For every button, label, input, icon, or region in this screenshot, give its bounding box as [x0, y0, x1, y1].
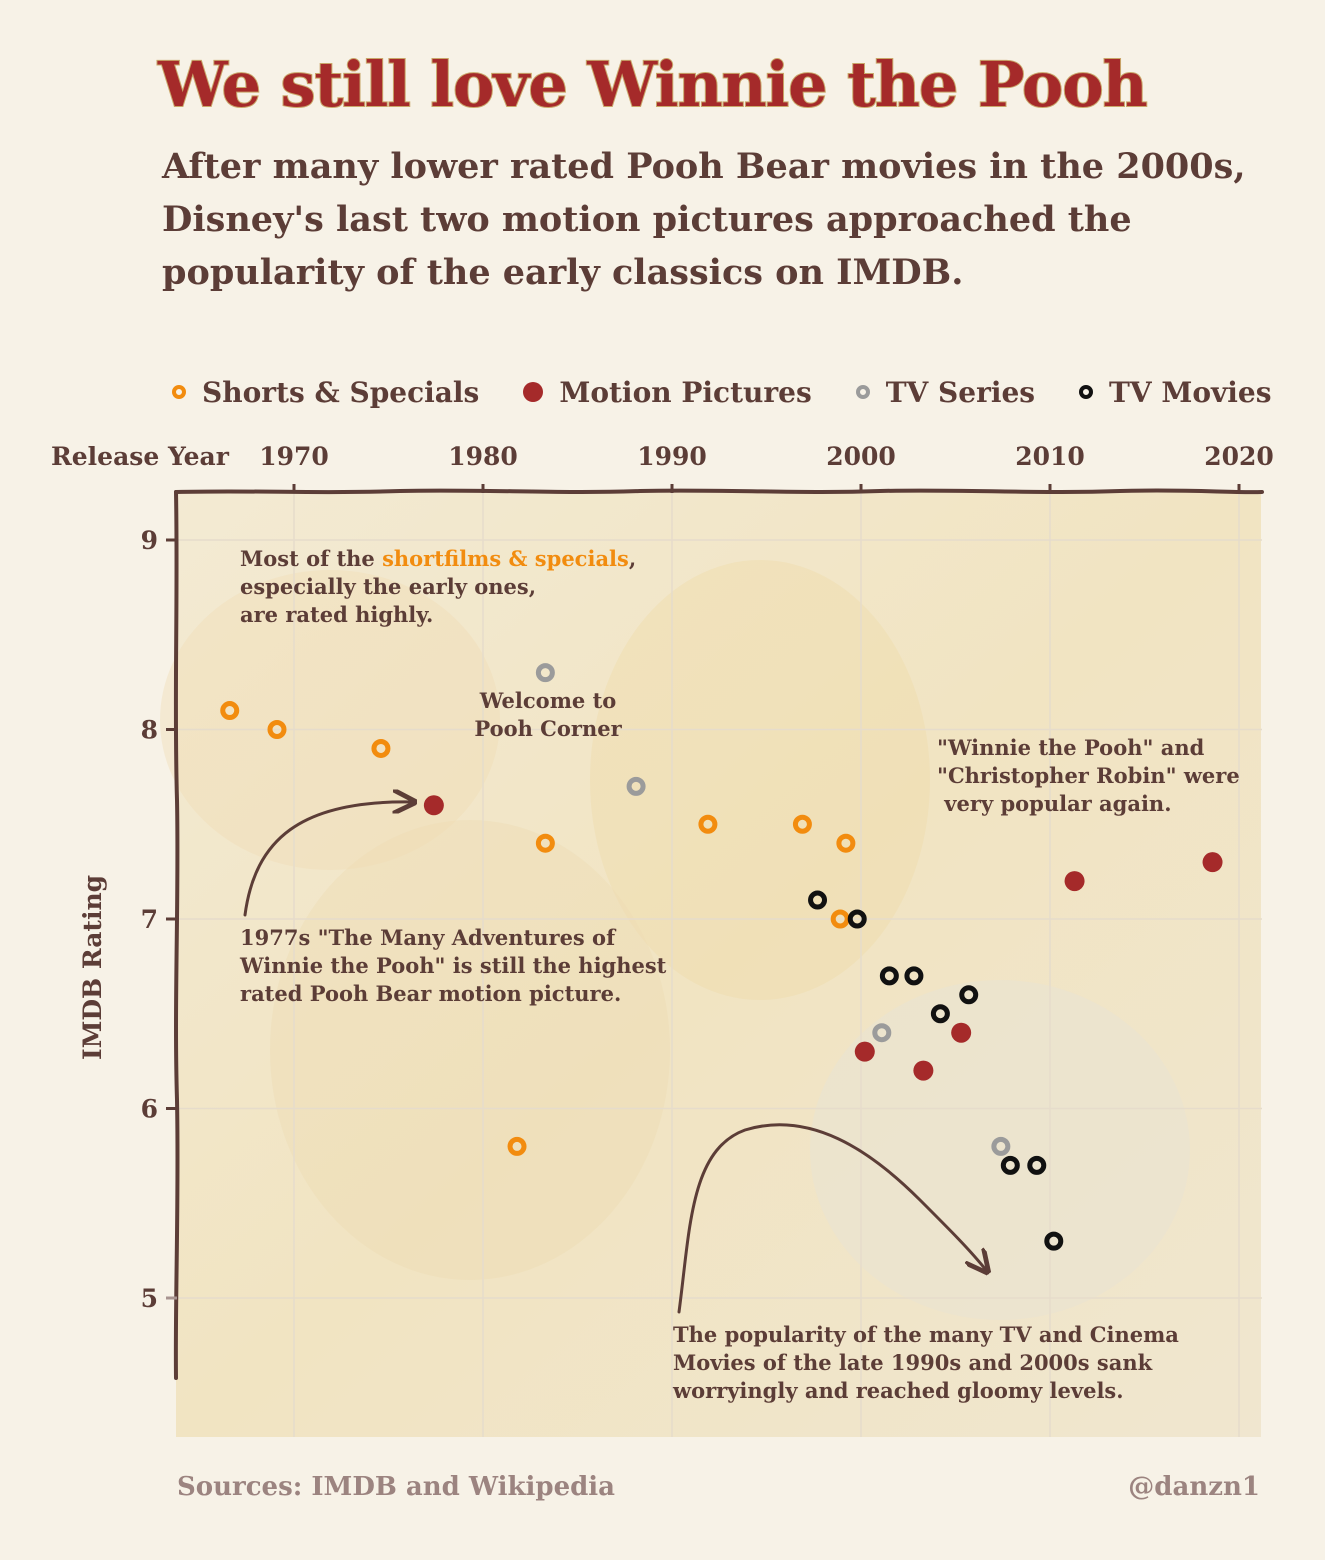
annotation-pooh-corner-line2: Pooh Corner — [474, 716, 622, 741]
annotation-gloomy-line1: The popularity of the many TV and Cinema — [673, 1322, 1179, 1347]
data-point — [371, 738, 391, 758]
annotation-shorts-line3: are rated highly. — [240, 602, 433, 627]
annotation-many-adventures-line1: 1977s "The Many Adventures of — [240, 925, 617, 950]
annotation-popular-line1: "Winnie the Pooh" and — [937, 735, 1205, 760]
background-blob — [590, 560, 930, 1000]
legend-swatch-tv-movies — [1079, 385, 1094, 399]
legend-item-motion-pictures: Motion Pictures — [523, 375, 812, 409]
annotation-many-adventures-line3: rated Pooh Bear motion picture. — [240, 981, 621, 1006]
data-point — [991, 1136, 1011, 1156]
data-point — [267, 720, 287, 739]
x-tick-label: 1970 — [259, 442, 329, 471]
legend-swatch-shorts — [172, 385, 186, 399]
y-ticks: 5 6 7 8 9 — [141, 526, 177, 1313]
x-tick-label: 1980 — [448, 442, 518, 471]
annotation-popular-line2: "Christopher Robin" were — [937, 763, 1240, 788]
x-tick-label: 2010 — [1015, 442, 1085, 471]
y-tick-label: 8 — [141, 716, 158, 745]
chart-legend: Shorts & Specials Motion Pictures TV Ser… — [172, 372, 1272, 412]
data-point — [904, 966, 924, 986]
data-point — [1064, 871, 1085, 892]
data-point — [847, 909, 867, 929]
y-tick-label: 5 — [141, 1284, 158, 1313]
x-tick-label: 1990 — [637, 442, 707, 471]
data-point — [951, 1022, 972, 1043]
data-point — [507, 1136, 527, 1156]
data-point — [930, 1004, 950, 1024]
arrow-many-adventures — [243, 802, 412, 917]
y-tick-label: 7 — [141, 905, 158, 934]
data-point — [535, 663, 555, 683]
data-point — [836, 833, 856, 853]
y-tick-label: 6 — [141, 1095, 158, 1124]
data-point — [913, 1060, 934, 1081]
data-point — [792, 814, 812, 834]
data-point — [879, 966, 899, 986]
annotation-pooh-corner-line1: Welcome to — [479, 688, 617, 713]
annotation-shorts: Most of the shortfilms & specials, — [240, 546, 636, 571]
legend-label-tv-movies: TV Movies — [1109, 375, 1272, 409]
annotation-shorts-highlight: shortfilms & specials — [382, 546, 629, 571]
data-point — [1000, 1155, 1020, 1175]
legend-swatch-tv-series — [855, 385, 870, 399]
legend-label-motion-pictures: Motion Pictures — [559, 375, 812, 409]
legend-item-tv-series: TV Series — [855, 375, 1036, 409]
annotation-popular-line3: very popular again. — [937, 791, 1172, 816]
x-axis-line — [174, 488, 1264, 495]
annotation-many-adventures-line2: Winnie the Pooh" is still the highest — [239, 953, 667, 978]
data-point — [1044, 1231, 1064, 1251]
annotation-gloomy-line2: Movies of the late 1990s and 2000s sank — [673, 1350, 1153, 1375]
chart-title: We still love Winnie the Pooh — [157, 47, 1149, 122]
data-point — [1202, 852, 1223, 873]
data-point — [698, 814, 718, 834]
data-point — [854, 1041, 875, 1062]
data-point — [423, 795, 444, 816]
footer-handle: @danzn1 — [1128, 1472, 1260, 1502]
chart-subtitle: After many lower rated Pooh Bear movies … — [162, 146, 1246, 293]
background-blob — [270, 820, 670, 1280]
data-point — [959, 985, 979, 1005]
y-axis-line — [173, 490, 180, 1380]
data-points — [220, 663, 1223, 1251]
x-ticks: 1970 1980 1990 2000 2010 2020 — [259, 442, 1274, 493]
data-point — [220, 701, 240, 721]
background-blob — [810, 980, 1190, 1320]
x-axis-title: Release Year — [51, 442, 230, 471]
legend-label-shorts: Shorts & Specials — [202, 375, 480, 409]
x-tick-label: 2020 — [1204, 442, 1274, 471]
footer-sources: Sources: IMDB and Wikipedia — [177, 1472, 616, 1502]
grid — [176, 492, 1262, 1437]
data-point — [830, 909, 850, 929]
y-tick-label: 9 — [141, 526, 158, 555]
data-point — [626, 776, 646, 796]
data-point — [872, 1023, 892, 1043]
annotation-shorts-pre: Most of the — [240, 546, 382, 571]
legend-swatch-motion-pictures — [523, 382, 544, 402]
arrow-gloomy — [677, 1123, 986, 1314]
y-axis-title: IMDB Rating — [78, 875, 107, 1060]
annotation-gloomy-line3: worryingly and reached gloomy levels. — [672, 1378, 1124, 1403]
x-tick-label: 2000 — [826, 442, 896, 471]
data-point — [535, 833, 555, 853]
annotation-shorts-post: , — [629, 546, 636, 571]
legend-item-tv-movies: TV Movies — [1079, 375, 1272, 409]
data-point — [1027, 1155, 1047, 1175]
legend-label-tv-series: TV Series — [885, 375, 1036, 409]
legend-item-shorts: Shorts & Specials — [172, 376, 479, 409]
annotation-shorts-line2: especially the early ones, — [240, 574, 536, 599]
data-point — [808, 890, 828, 910]
